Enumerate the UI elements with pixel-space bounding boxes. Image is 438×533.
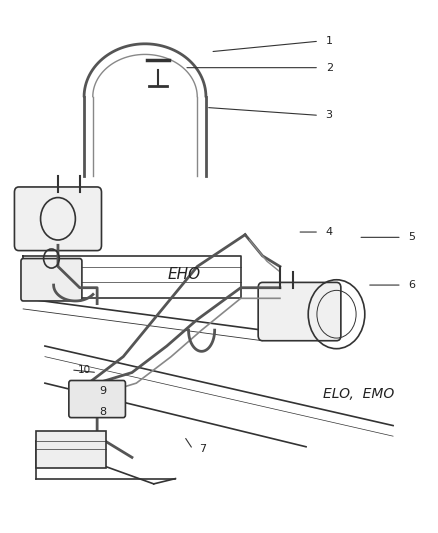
Text: 9: 9 [99, 386, 106, 396]
Text: 1: 1 [325, 36, 332, 46]
FancyBboxPatch shape [21, 259, 82, 301]
Text: ELO,  EMO: ELO, EMO [323, 387, 394, 401]
Text: 3: 3 [325, 110, 332, 120]
Text: 6: 6 [408, 280, 415, 290]
Text: 4: 4 [325, 227, 333, 237]
FancyBboxPatch shape [258, 282, 341, 341]
Text: 10: 10 [78, 365, 91, 375]
Bar [36, 431, 106, 468]
FancyBboxPatch shape [14, 187, 102, 251]
Text: 8: 8 [99, 407, 106, 417]
Text: 5: 5 [408, 232, 415, 243]
Text: 2: 2 [325, 63, 333, 72]
Text: 7: 7 [199, 445, 207, 455]
FancyBboxPatch shape [69, 381, 125, 418]
Text: EHO: EHO [168, 267, 201, 282]
